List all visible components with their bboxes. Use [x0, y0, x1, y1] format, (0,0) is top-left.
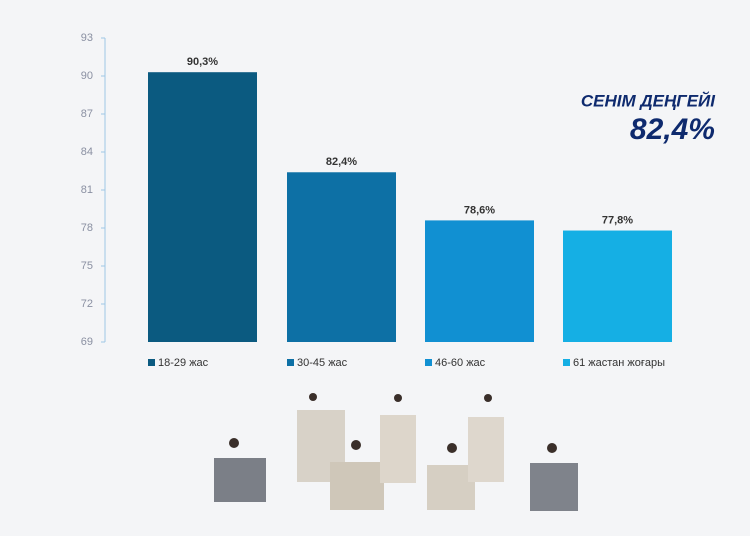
bar — [148, 72, 257, 342]
y-tick-label: 81 — [81, 184, 93, 196]
y-tick-label: 69 — [81, 336, 93, 348]
legend-label: 18-29 жас — [158, 357, 209, 369]
legend-swatch — [148, 359, 155, 366]
decoration — [214, 393, 578, 511]
value-label: 82,4% — [326, 156, 357, 168]
value-label: 90,3% — [187, 56, 218, 68]
legend-label: 46-60 жас — [435, 357, 486, 369]
bar — [563, 230, 672, 342]
value-label: 78,6% — [464, 204, 495, 216]
y-tick-label: 78 — [81, 222, 93, 234]
y-tick-label: 84 — [81, 146, 93, 158]
y-tick-label: 75 — [81, 260, 93, 272]
y-tick-label: 87 — [81, 108, 93, 120]
value-label: 77,8% — [602, 214, 633, 226]
y-tick-label: 93 — [81, 32, 93, 44]
legend-label: 61 жастан жоғары — [573, 357, 665, 369]
annotation-label: СЕНІМ ДЕҢГЕЙІ — [581, 90, 716, 110]
legend-swatch — [287, 359, 294, 366]
annotation-value: 82,4% — [630, 113, 715, 146]
legend-label: 30-45 жас — [297, 357, 348, 369]
y-tick-label: 90 — [81, 70, 93, 82]
bar — [425, 220, 534, 342]
y-tick-label: 72 — [81, 298, 93, 310]
legend-swatch — [563, 359, 570, 366]
bar — [287, 172, 396, 342]
legend-swatch — [425, 359, 432, 366]
